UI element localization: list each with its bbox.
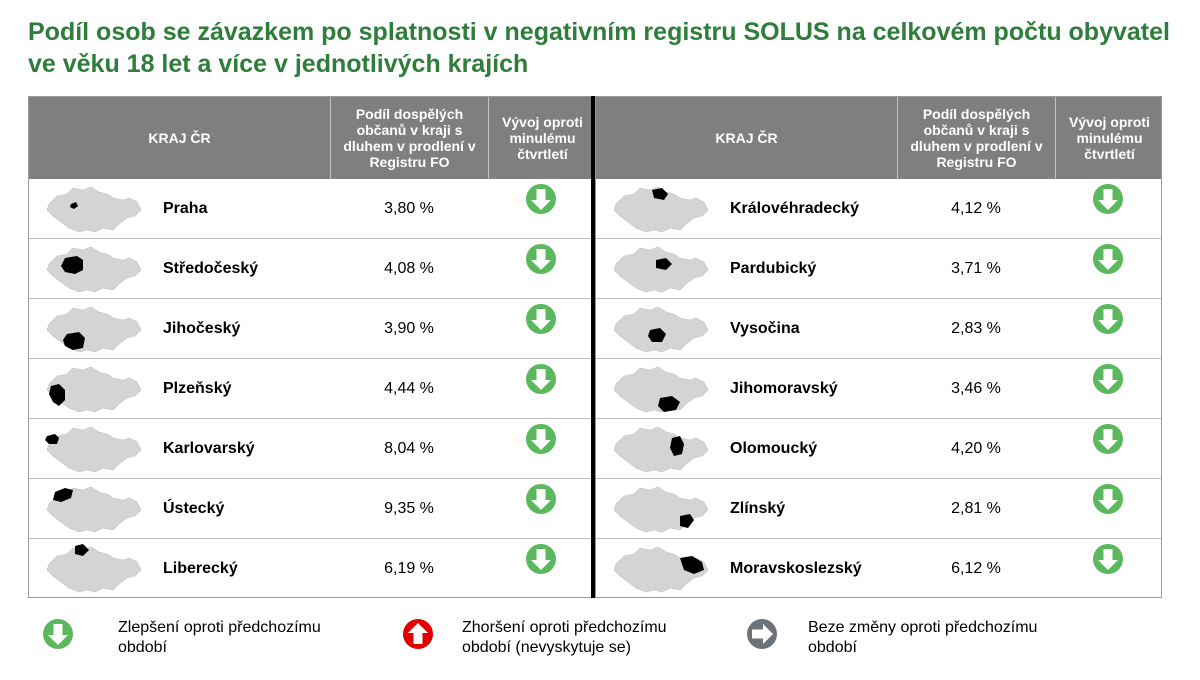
down-arrow-icon	[1093, 364, 1123, 394]
legend-nochange-text: Beze změny oproti předchozímu období	[808, 619, 1038, 656]
down-arrow-icon	[526, 244, 556, 274]
down-arrow-icon	[526, 544, 556, 574]
region-map-ustecky	[46, 486, 142, 533]
header-kraj: KRAJ ČR	[715, 130, 778, 146]
region-map-pardubicky	[613, 246, 709, 293]
table-row: Středočeský 4,08 %	[29, 239, 595, 299]
legend-improve-text: Zlepšení oproti předchozímu období	[118, 619, 321, 656]
table-row: Plzeňský 4,44 %	[29, 359, 595, 419]
header-vyvoj: Vývoj oproti minulému čtvrtletí	[488, 97, 596, 179]
right-table: KRAJ ČR Podíl dospělých občanů v kraji s…	[595, 96, 1162, 598]
region-value: 3,71 %	[951, 260, 1001, 277]
table-row: Ústecký 9,35 %	[29, 479, 595, 539]
down-arrow-icon	[526, 484, 556, 514]
down-arrow-icon	[526, 364, 556, 394]
region-value: 3,90 %	[384, 320, 434, 337]
region-name: Pardubický	[730, 260, 817, 277]
down-arrow-icon	[1093, 184, 1123, 214]
region-map-vysocina	[613, 306, 709, 353]
region-name: Plzeňský	[163, 380, 232, 397]
down-arrow-icon	[526, 304, 556, 334]
legend-worse: Zhoršení oproti předchozímu období (nevy…	[402, 618, 702, 658]
region-map-karlovarsky	[45, 426, 142, 473]
region-name: Moravskoslezský	[730, 560, 862, 577]
region-name: Vysočina	[730, 320, 800, 337]
table-row: Praha 3,80 %	[29, 179, 595, 239]
region-name: Ústecký	[163, 500, 225, 517]
region-map-liberecky	[46, 544, 142, 593]
down-arrow-icon	[43, 619, 73, 649]
region-name: Královéhradecký	[730, 200, 859, 217]
legend-nochange: Beze změny oproti předchozímu období	[746, 618, 1078, 658]
region-value: 3,80 %	[384, 200, 434, 217]
down-arrow-icon	[1093, 304, 1123, 334]
table-row: Moravskoslezský 6,12 %	[596, 539, 1161, 599]
region-map-stredocesky	[46, 246, 142, 293]
header-kraj: KRAJ ČR	[148, 130, 211, 146]
legend-worse-text: Zhoršení oproti předchozímu období (nevy…	[462, 619, 667, 656]
table-row: Liberecký 6,19 %	[29, 539, 595, 599]
region-name: Praha	[163, 200, 208, 217]
region-value: 6,12 %	[951, 560, 1001, 577]
region-value: 4,44 %	[384, 380, 434, 397]
region-map-jihomoravsky	[613, 366, 709, 413]
region-map-zlinsky	[613, 486, 709, 533]
table-row: Pardubický 3,71 %	[596, 239, 1161, 299]
header-podil: Podíl dospělých občanů v kraji s dluhem …	[897, 97, 1055, 179]
region-name: Liberecký	[163, 560, 238, 577]
table-row: Karlovarský 8,04 %	[29, 419, 595, 479]
region-value: 6,19 %	[384, 560, 434, 577]
region-name: Středočeský	[163, 260, 259, 277]
table-row: Královéhradecký 4,12 %	[596, 179, 1161, 239]
down-arrow-icon	[526, 184, 556, 214]
region-value: 4,08 %	[384, 260, 434, 277]
table-row: Olomoucký 4,20 %	[596, 419, 1161, 479]
region-map-kralovehradecky	[613, 186, 709, 233]
region-map-praha	[46, 186, 142, 233]
region-value: 2,81 %	[951, 500, 1001, 517]
header-vyvoj: Vývoj oproti minulému čtvrtletí	[1055, 97, 1163, 179]
region-name: Karlovarský	[163, 440, 255, 457]
table-row: Jihočeský 3,90 %	[29, 299, 595, 359]
region-map-olomoucky	[613, 426, 709, 473]
table-divider	[591, 96, 596, 598]
region-map-plzensky	[46, 366, 142, 413]
region-map-moravskoslezsky	[613, 546, 709, 593]
down-arrow-icon	[1093, 424, 1123, 454]
down-arrow-icon	[1093, 484, 1123, 514]
table-header: KRAJ ČR Podíl dospělých občanů v kraji s…	[596, 97, 1161, 179]
region-value: 3,46 %	[951, 380, 1001, 397]
region-value: 4,20 %	[951, 440, 1001, 457]
region-name: Olomoucký	[730, 440, 818, 457]
region-name: Zlínský	[730, 500, 786, 517]
region-name: Jihomoravský	[730, 380, 838, 397]
down-arrow-icon	[1093, 244, 1123, 274]
page-title: Podíl osob se závazkem po splatnosti v n…	[28, 18, 1170, 78]
region-value: 8,04 %	[384, 440, 434, 457]
table-row: Vysočina 2,83 %	[596, 299, 1161, 359]
table-row: Zlínský 2,81 %	[596, 479, 1161, 539]
region-value: 2,83 %	[951, 320, 1001, 337]
legend-improve: Zlepšení oproti předchozímu období	[42, 618, 358, 658]
header-podil: Podíl dospělých občanů v kraji s dluhem …	[330, 97, 488, 179]
right-arrow-icon	[747, 619, 777, 649]
region-value: 4,12 %	[951, 200, 1001, 217]
region-value: 9,35 %	[384, 500, 434, 517]
table-row: Jihomoravský 3,46 %	[596, 359, 1161, 419]
down-arrow-icon	[526, 424, 556, 454]
up-arrow-icon	[403, 619, 433, 649]
region-name: Jihočeský	[163, 320, 241, 337]
left-table: KRAJ ČR Podíl dospělých občanů v kraji s…	[28, 96, 595, 598]
table-header: KRAJ ČR Podíl dospělých občanů v kraji s…	[29, 97, 595, 179]
region-map-jihocesky	[46, 306, 142, 353]
down-arrow-icon	[1093, 544, 1123, 574]
